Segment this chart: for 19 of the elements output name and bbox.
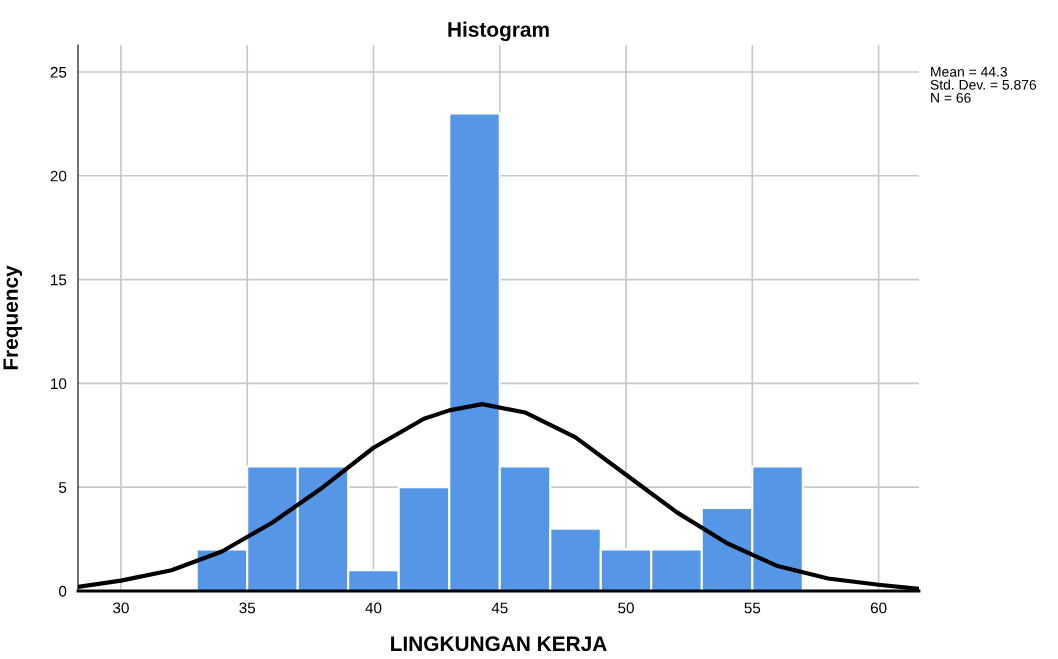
y-tick-label: 5: [59, 482, 67, 493]
x-tick-label: 40: [365, 602, 382, 614]
x-tick-label: 60: [870, 602, 887, 614]
text: N = 66: [931, 92, 971, 103]
x-tick-label: 35: [239, 602, 256, 614]
y-axis-title: Frequency: [3, 265, 23, 370]
chart-title: Histogram: [448, 21, 549, 42]
y-tick-label: 15: [51, 274, 67, 286]
x-tick-label: 50: [618, 602, 634, 614]
y-tick-label: 20: [50, 170, 67, 182]
y-tick-label: 0: [58, 585, 67, 597]
text: Mean = 44.3: [931, 66, 1007, 77]
x-tick-label: 45: [491, 602, 508, 614]
x-tick-label: 30: [113, 602, 129, 614]
text: Std. Dev. = 5.876: [930, 79, 1037, 90]
y-tick-label: 10: [51, 378, 67, 390]
y-tick-label: 25: [50, 66, 67, 78]
x-tick-label: 55: [744, 602, 761, 614]
x-axis-title: LINGKUNGAN KERJA: [391, 636, 607, 652]
